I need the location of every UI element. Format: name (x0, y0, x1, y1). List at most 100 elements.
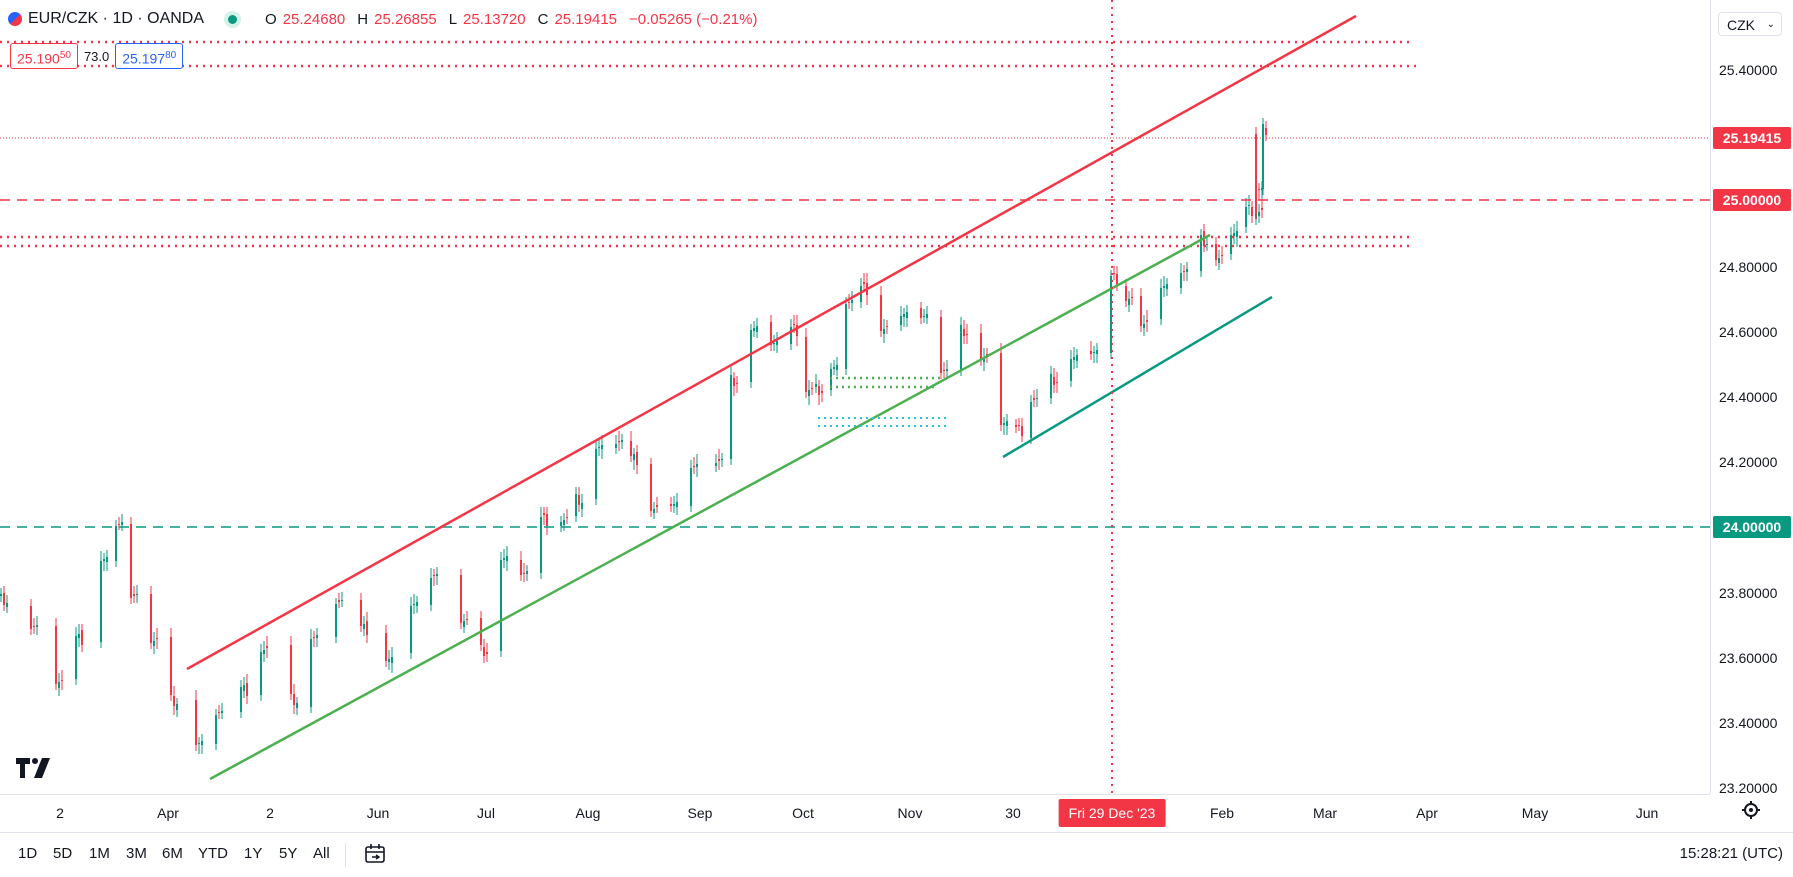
timeframe-button-all[interactable]: All (313, 845, 330, 862)
candle-body (963, 329, 965, 336)
time-tick: 2 (56, 805, 64, 821)
timeframe-button-1y[interactable]: 1Y (244, 845, 263, 862)
candle-body (1140, 296, 1142, 326)
symbol-icon[interactable] (8, 12, 22, 26)
candle-body (1245, 207, 1247, 227)
candle-body (1248, 205, 1250, 206)
buy-price-pips: 80 (165, 50, 177, 61)
candle-body (595, 449, 597, 499)
candle-body (460, 575, 462, 623)
candle-body (656, 505, 658, 507)
candle-body (115, 526, 117, 561)
chart-canvas[interactable] (0, 0, 1710, 794)
clock-utc[interactable]: 15:28:21 (UTC) (1679, 845, 1783, 862)
sell-button[interactable]: 25.19050 (10, 43, 78, 69)
candle-body (173, 696, 175, 706)
candle-body (1030, 402, 1032, 438)
timeframe-button-1m[interactable]: 1M (89, 845, 110, 862)
candle-body (540, 517, 542, 573)
gear-icon[interactable] (1740, 800, 1762, 822)
candle-body (413, 604, 415, 605)
candle-body (1090, 351, 1092, 354)
candle-body (1215, 244, 1217, 260)
candle-body (130, 524, 132, 598)
price-tick: 23.40000 (1719, 715, 1778, 731)
candle-body (3, 593, 5, 605)
candle-body (466, 619, 468, 620)
time-axis[interactable]: 2 Apr 2 Jun Jul Aug Sep Oct Nov 30 Feb Mar Apr May Jun… (0, 794, 1710, 833)
price-tick: 24.80000 (1719, 259, 1778, 275)
candle-body (198, 743, 200, 744)
candle-body (526, 571, 528, 574)
candle-body (630, 441, 632, 456)
candle-body (520, 560, 522, 575)
chart-pane[interactable]: EUR/CZK · 1D · OANDA O 25.24680 H 25.26855… (0, 0, 1710, 794)
candle-body (61, 680, 63, 681)
candle-body (263, 650, 265, 654)
timeframe-button-5d[interactable]: 5D (53, 845, 73, 862)
buy-button[interactable]: 25.19780 (115, 43, 184, 69)
candle-body (486, 652, 488, 654)
candle-body (1261, 208, 1263, 210)
candle-body (851, 300, 853, 303)
candle-body (676, 502, 678, 507)
candle-body (1146, 320, 1148, 322)
timeframe-button-6m[interactable]: 6M (162, 845, 183, 862)
candle-body (830, 369, 832, 390)
candle-body (1262, 124, 1264, 189)
currency-select[interactable]: CZK ⌄ (1718, 12, 1782, 36)
candle-body (618, 441, 620, 442)
order-panel: 25.19050 73.0 25.19780 (10, 43, 184, 69)
candle-body (260, 652, 262, 695)
symbol-title[interactable]: EUR/CZK · 1D · OANDA (28, 10, 205, 27)
timeframe-button-1d[interactable]: 1D (18, 845, 38, 862)
lower-channel-green-line[interactable] (209, 233, 1211, 781)
candle-body (391, 657, 393, 663)
candle-body (808, 390, 810, 396)
price-tick: 25.40000 (1719, 62, 1778, 78)
candle-body (690, 468, 692, 506)
candle-body (341, 600, 343, 601)
calendar-range-icon[interactable] (364, 843, 386, 865)
timeframe-button-ytd[interactable]: YTD (198, 845, 228, 862)
upper-channel-red-line[interactable] (186, 14, 1357, 671)
candle-body (770, 322, 772, 345)
candle-body (715, 463, 717, 466)
candle-body (575, 494, 577, 516)
candle-body (818, 386, 820, 395)
price-axis[interactable]: 25.4000025.2000025.0000024.8000024.60000… (1710, 0, 1793, 796)
candle-body (81, 630, 83, 645)
candle-body (218, 712, 220, 713)
candle-body (1096, 350, 1098, 354)
open-value: 25.24680 (282, 10, 346, 28)
time-tick: May (1521, 805, 1549, 821)
candle-body (736, 383, 738, 384)
candle-body (966, 334, 968, 335)
candle-body (750, 330, 752, 382)
teal-support-line[interactable] (1002, 295, 1273, 459)
candle-body (811, 388, 813, 389)
timeframe-button-3m[interactable]: 3M (126, 845, 147, 862)
candle-body (1218, 258, 1220, 263)
last-price-label: 25.19415 (1713, 127, 1791, 149)
candle-body (503, 558, 505, 560)
candle-body (1163, 286, 1165, 288)
candle-body (335, 604, 337, 637)
candle-body (293, 694, 295, 705)
candle-body (836, 365, 838, 370)
candle-body (926, 314, 928, 318)
candle-body (30, 606, 32, 629)
candle-body (246, 683, 248, 696)
candle-body (1021, 426, 1023, 436)
candle-body (1230, 235, 1232, 254)
candle-body (483, 647, 485, 656)
candle-body (886, 326, 888, 327)
candle-body (903, 314, 905, 317)
high-label: H (357, 10, 369, 28)
timeframe-button-5y[interactable]: 5Y (279, 845, 298, 862)
candle-body (1258, 189, 1260, 190)
candle-body (1050, 374, 1052, 398)
candle-body (793, 324, 795, 325)
buy-price: 25.197 (122, 50, 166, 67)
tradingview-logo-icon[interactable] (16, 757, 52, 785)
